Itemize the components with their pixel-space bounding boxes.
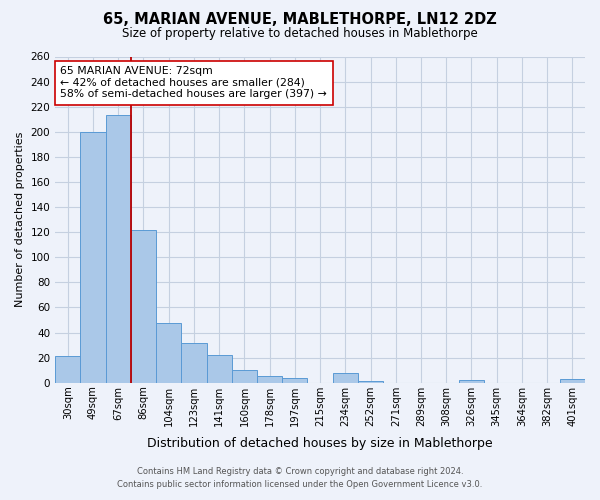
Bar bbox=[131, 230, 156, 382]
X-axis label: Distribution of detached houses by size in Mablethorpe: Distribution of detached houses by size … bbox=[147, 437, 493, 450]
Bar bbox=[181, 342, 206, 382]
Bar bbox=[560, 379, 585, 382]
Bar bbox=[282, 378, 307, 382]
Bar bbox=[332, 372, 358, 382]
Text: 65, MARIAN AVENUE, MABLETHORPE, LN12 2DZ: 65, MARIAN AVENUE, MABLETHORPE, LN12 2DZ bbox=[103, 12, 497, 28]
Bar bbox=[257, 376, 282, 382]
Text: 65 MARIAN AVENUE: 72sqm
← 42% of detached houses are smaller (284)
58% of semi-d: 65 MARIAN AVENUE: 72sqm ← 42% of detache… bbox=[61, 66, 327, 100]
Bar bbox=[206, 355, 232, 382]
Bar bbox=[459, 380, 484, 382]
Bar bbox=[232, 370, 257, 382]
Bar bbox=[156, 322, 181, 382]
Bar bbox=[80, 132, 106, 382]
Bar bbox=[106, 116, 131, 382]
Text: Contains HM Land Registry data © Crown copyright and database right 2024.
Contai: Contains HM Land Registry data © Crown c… bbox=[118, 468, 482, 489]
Y-axis label: Number of detached properties: Number of detached properties bbox=[15, 132, 25, 308]
Bar bbox=[55, 356, 80, 382]
Text: Size of property relative to detached houses in Mablethorpe: Size of property relative to detached ho… bbox=[122, 28, 478, 40]
